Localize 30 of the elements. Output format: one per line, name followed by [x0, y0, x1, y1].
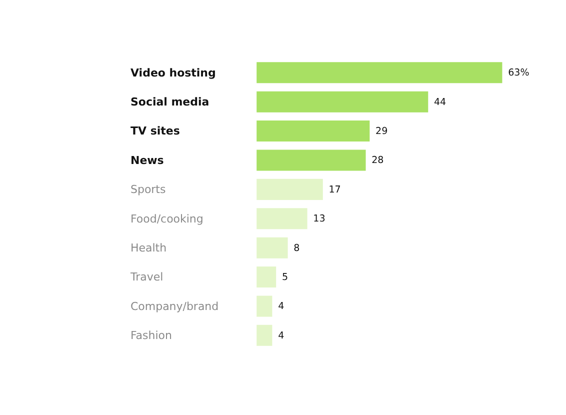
- y-tick-label: Health: [130, 241, 167, 254]
- bar: [256, 120, 370, 142]
- data-label: 29: [376, 126, 388, 137]
- data-label: 4: [278, 330, 284, 342]
- y-tick-label: Company/brand: [130, 300, 219, 313]
- bar: [256, 62, 502, 84]
- data-label: 63%: [508, 68, 530, 79]
- y-tick-label: Fashion: [130, 329, 172, 342]
- bar: [256, 208, 308, 230]
- bar: [256, 266, 276, 288]
- data-label: 13: [313, 214, 326, 225]
- y-tick-label: News: [130, 154, 164, 167]
- bar: [256, 296, 272, 317]
- y-tick-label: Social media: [130, 96, 210, 109]
- y-tick-label: Sports: [130, 183, 166, 196]
- data-label: 8: [294, 242, 300, 254]
- bar: [256, 91, 428, 112]
- y-tick-label: Travel: [130, 270, 164, 284]
- data-label: 17: [328, 184, 341, 196]
- y-tick-label: Food/cooking: [130, 212, 204, 226]
- bar: [256, 324, 272, 346]
- y-tick-label: Video hosting: [130, 66, 216, 80]
- data-label: 4: [278, 301, 284, 312]
- data-label: 5: [282, 272, 288, 283]
- data-label: 28: [372, 155, 384, 166]
- data-label: 44: [434, 96, 446, 108]
- y-tick-label: TV sites: [130, 124, 180, 138]
- bar: [256, 150, 366, 171]
- bar: [256, 237, 288, 258]
- bar: [256, 178, 323, 200]
